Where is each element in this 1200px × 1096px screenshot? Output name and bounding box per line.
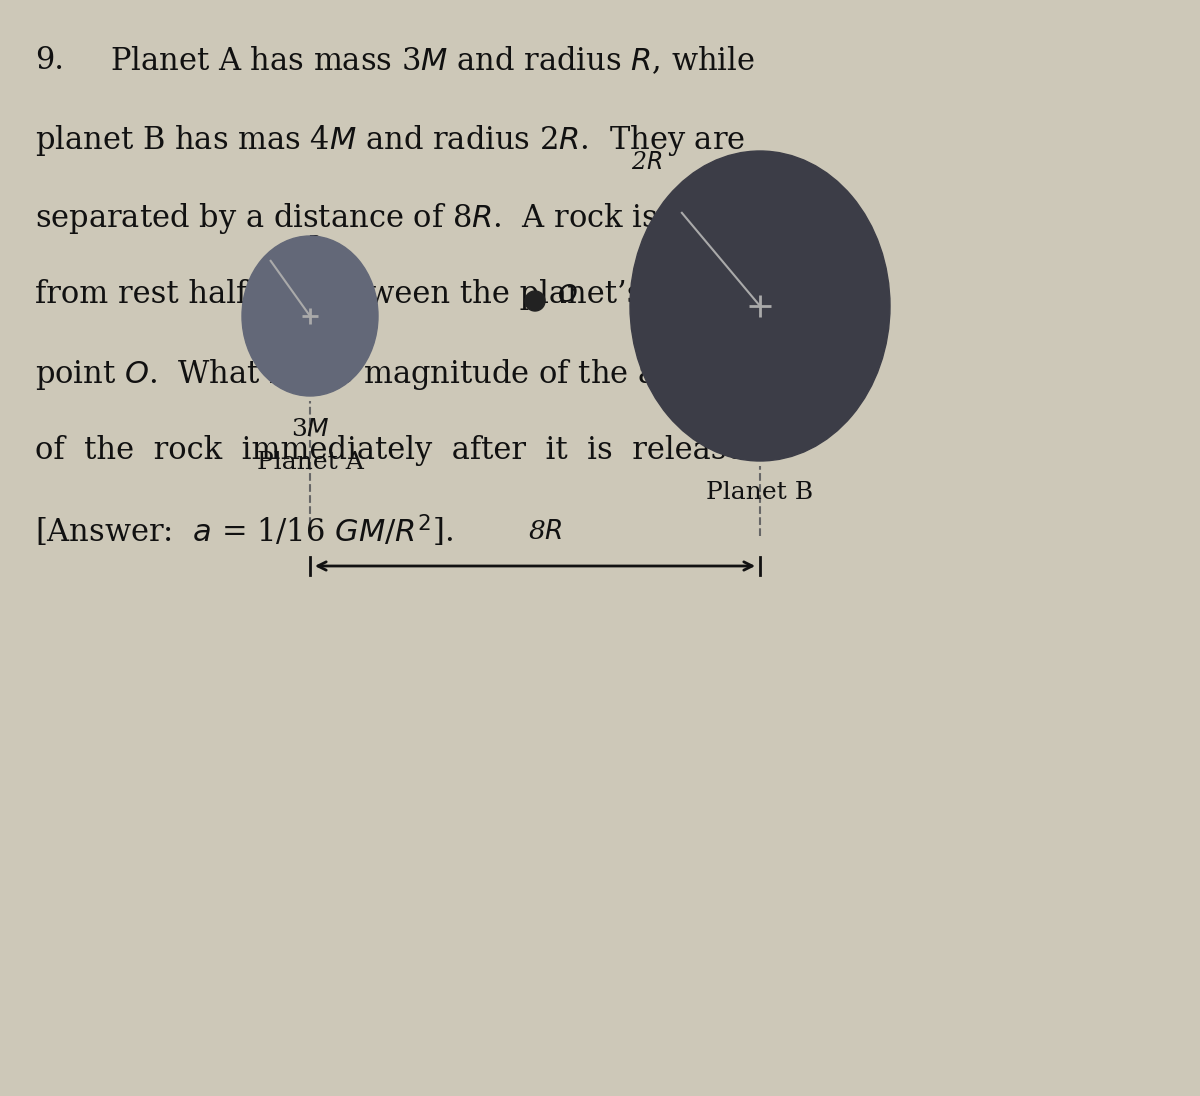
Text: Planet A: Planet A: [257, 450, 364, 473]
Text: 9.: 9.: [35, 45, 64, 76]
Text: from rest halfway between the planet’s centers at: from rest halfway between the planet’s c…: [35, 279, 808, 310]
Text: of  the  rock  immediately  after  it  is  released?: of the rock immediately after it is rele…: [35, 435, 780, 466]
Text: [Answer:  $a$ = 1/16 $GM/R^2$].: [Answer: $a$ = 1/16 $GM/R^2$].: [35, 513, 454, 549]
Text: $O$: $O$: [557, 285, 577, 308]
Text: 2$R$: 2$R$: [631, 151, 662, 174]
Circle shape: [526, 292, 545, 311]
Ellipse shape: [630, 151, 890, 461]
Text: 8$R$: 8$R$: [528, 520, 563, 544]
Text: Planet A has mass 3$M$ and radius $R$, while: Planet A has mass 3$M$ and radius $R$, w…: [110, 45, 755, 77]
Text: Planet B: Planet B: [707, 481, 814, 504]
Text: planet B has mas 4$M$ and radius 2$R$.  They are: planet B has mas 4$M$ and radius 2$R$. T…: [35, 123, 745, 158]
Text: 4$M$: 4$M$: [740, 264, 780, 287]
Text: 3$M$: 3$M$: [290, 418, 330, 441]
Text: $R$: $R$: [305, 236, 322, 259]
Ellipse shape: [242, 236, 378, 396]
Text: separated by a distance of 8$R$.  A rock is released: separated by a distance of 8$R$. A rock …: [35, 201, 800, 236]
Text: point $O$.  What is the magnitude of the acceleration: point $O$. What is the magnitude of the …: [35, 357, 829, 392]
